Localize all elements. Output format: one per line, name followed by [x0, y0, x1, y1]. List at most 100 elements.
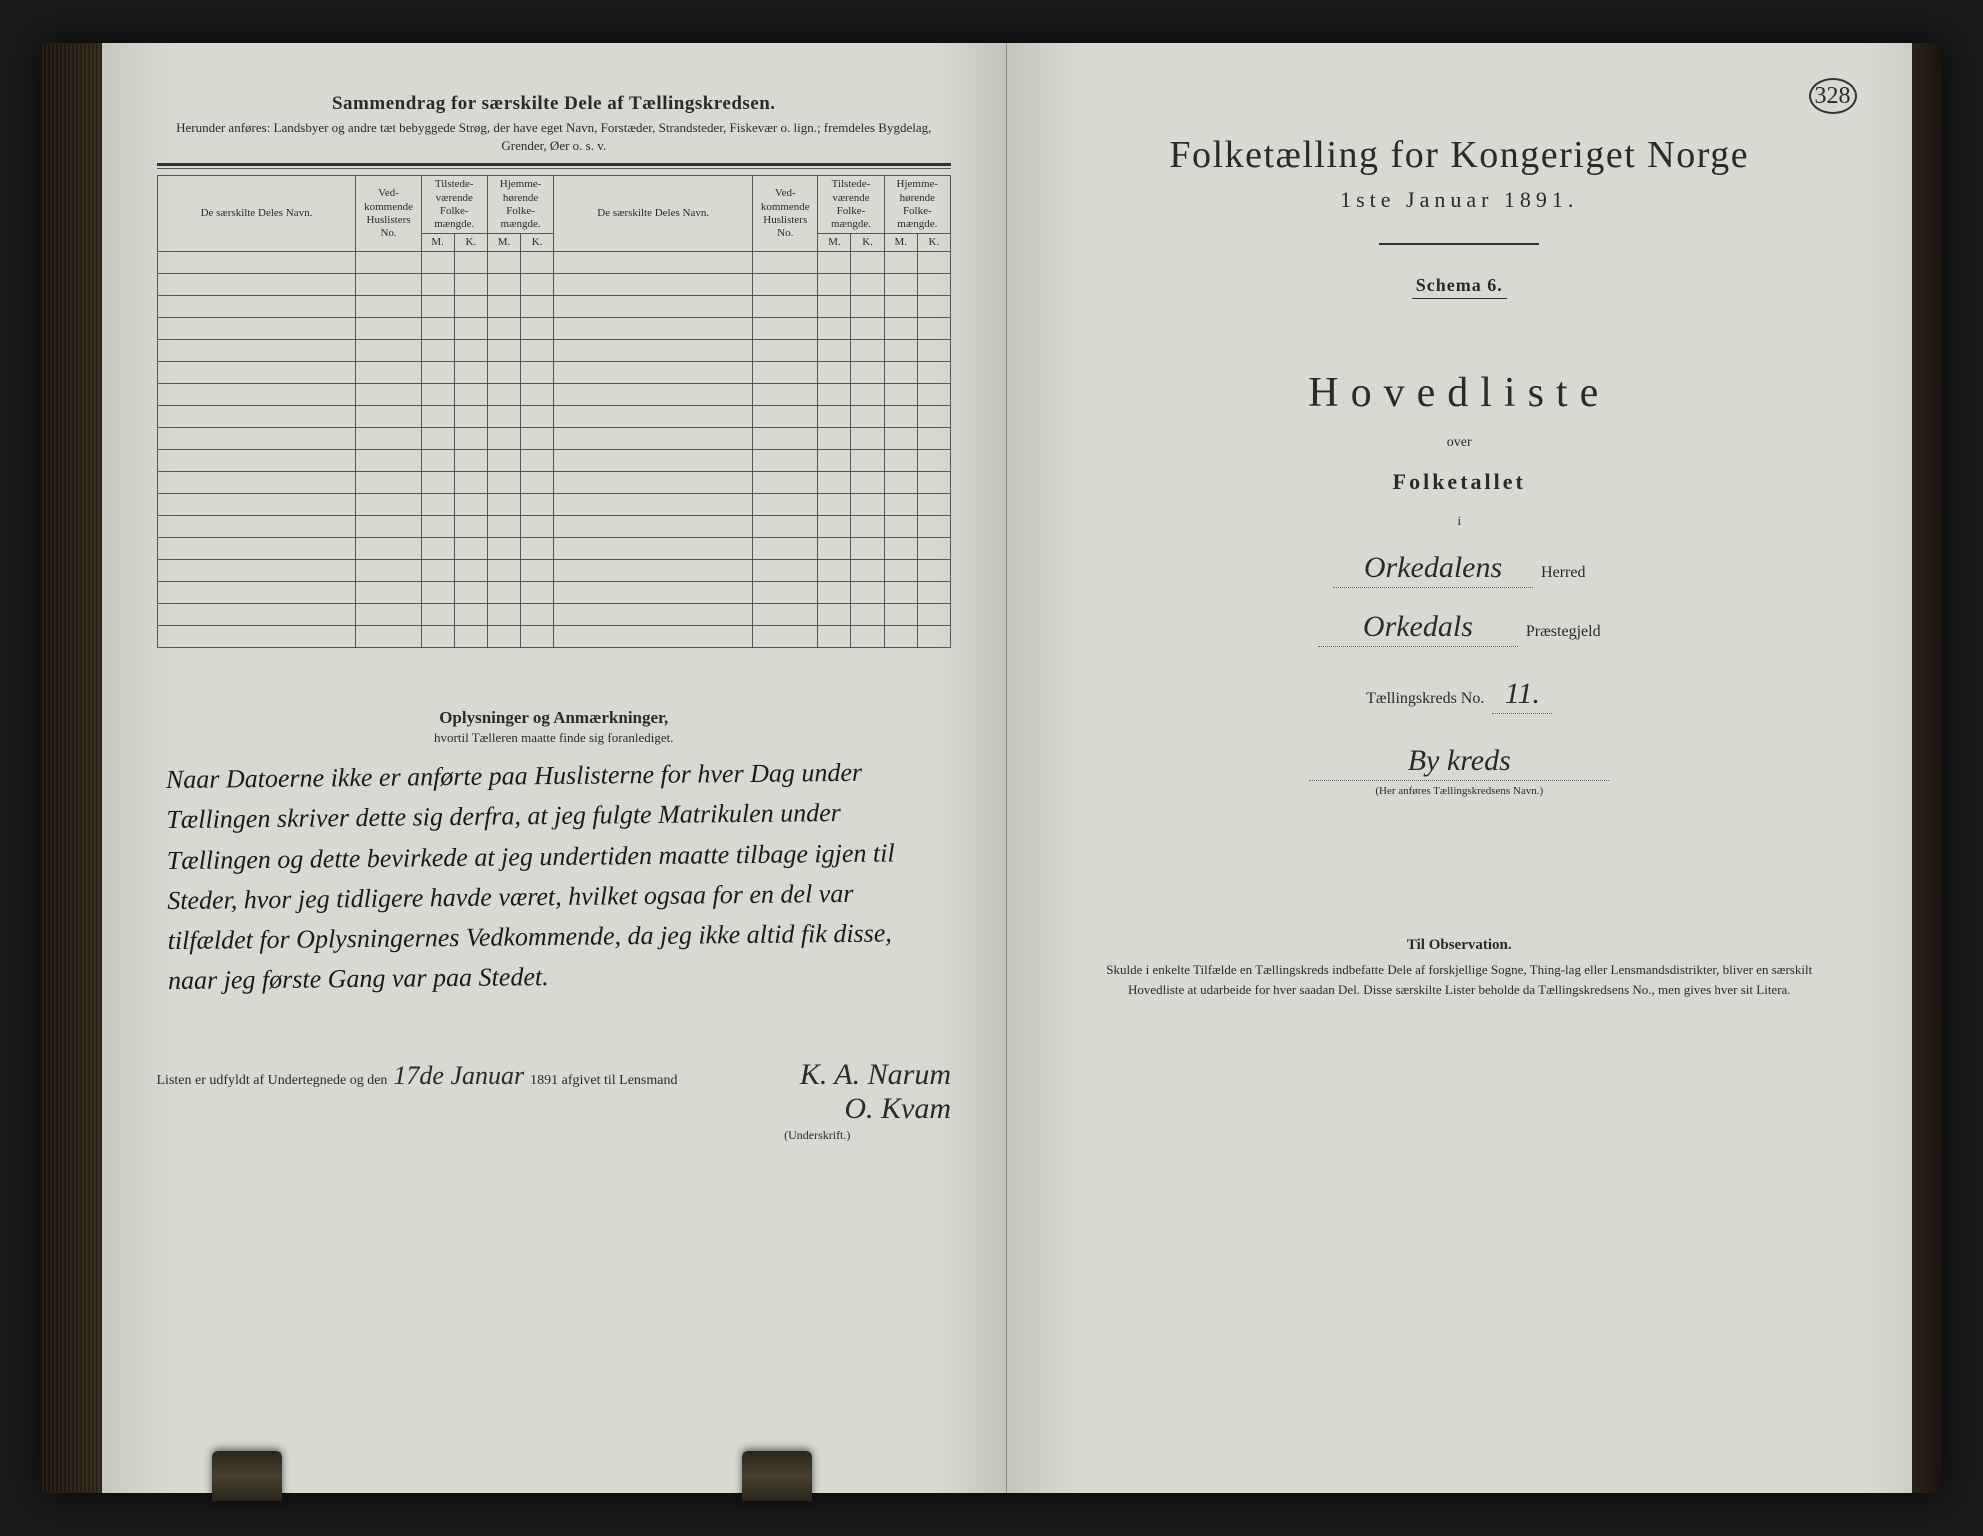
- table-cell: [356, 406, 421, 428]
- table-cell: [917, 560, 950, 582]
- table-cell: [851, 428, 884, 450]
- table-cell: [356, 538, 421, 560]
- sig-year: 1891 afgivet til Lensmand: [530, 1073, 677, 1089]
- table-cell: [356, 450, 421, 472]
- kreds-name-line: By kreds: [1062, 744, 1857, 781]
- table-cell: [521, 472, 554, 494]
- table-cell: [851, 318, 884, 340]
- remarks-subtitle: hvortil Tælleren maatte finde sig foranl…: [157, 730, 952, 746]
- table-cell: [454, 274, 487, 296]
- table-cell: [421, 472, 454, 494]
- table-cell: [753, 604, 818, 626]
- table-cell: [884, 450, 917, 472]
- table-cell: [487, 538, 520, 560]
- table-cell: [356, 626, 421, 648]
- table-cell: [851, 252, 884, 274]
- table-body: [157, 252, 951, 648]
- folketallet-label: Folketallet: [1062, 469, 1857, 495]
- signature-block: K. A. Narum O. Kvam (Underskrift.): [683, 1058, 951, 1143]
- table-cell: [851, 384, 884, 406]
- table-cell: [851, 494, 884, 516]
- remarks-title: Oplysninger og Anmærkninger,: [157, 708, 952, 728]
- table-cell: [521, 604, 554, 626]
- table-cell: [454, 494, 487, 516]
- table-cell: [884, 538, 917, 560]
- col-m: M.: [818, 234, 851, 252]
- table-cell: [917, 406, 950, 428]
- page-number: 328: [1809, 78, 1857, 114]
- col-m: M.: [421, 234, 454, 252]
- praeste-value: Orkedals: [1318, 610, 1518, 647]
- table-cell: [521, 560, 554, 582]
- table-cell: [917, 472, 950, 494]
- table-cell: [356, 582, 421, 604]
- table-cell: [818, 428, 851, 450]
- table-cell: [884, 560, 917, 582]
- i-label: i: [1062, 513, 1857, 529]
- table-cell: [554, 626, 753, 648]
- table-cell: [818, 406, 851, 428]
- table-cell: [818, 252, 851, 274]
- kreds-note: (Her anføres Tællingskredsens Navn.): [1062, 785, 1857, 797]
- left-page-header: Sammendrag for særskilte Dele af Tælling…: [157, 93, 952, 155]
- col-m: M.: [487, 234, 520, 252]
- table-cell: [554, 428, 753, 450]
- table-cell: [356, 296, 421, 318]
- table-cell: [521, 362, 554, 384]
- table-cell: [851, 472, 884, 494]
- signature-2: O. Kvam: [683, 1092, 951, 1126]
- table-cell: [753, 384, 818, 406]
- table-cell: [753, 472, 818, 494]
- table-cell: [356, 472, 421, 494]
- table-row: [157, 472, 951, 494]
- table-row: [157, 274, 951, 296]
- table-cell: [554, 472, 753, 494]
- table-cell: [356, 428, 421, 450]
- observation-text: Skulde i enkelte Tilfælde en Tællingskre…: [1062, 960, 1857, 999]
- table-cell: [454, 362, 487, 384]
- signature-section: Listen er udfyldt af Undertegnede og den…: [157, 1058, 952, 1143]
- col-names-2: De særskilte Deles Navn.: [554, 176, 753, 252]
- col-vedk-2: Ved-kommende Huslisters No.: [753, 176, 818, 252]
- table-cell: [487, 516, 520, 538]
- table-cell: [554, 582, 753, 604]
- table-cell: [753, 494, 818, 516]
- table-cell: [454, 428, 487, 450]
- col-k: K.: [454, 234, 487, 252]
- kreds-name: By kreds: [1309, 744, 1609, 781]
- table-cell: [157, 626, 356, 648]
- table-cell: [521, 428, 554, 450]
- handwritten-remarks: Naar Datoerne ikke er anførte paa Huslis…: [155, 752, 952, 1002]
- table-cell: [421, 516, 454, 538]
- table-cell: [917, 494, 950, 516]
- table-cell: [454, 296, 487, 318]
- table-cell: [753, 560, 818, 582]
- table-cell: [421, 428, 454, 450]
- col-hjem: Hjemme-hørende Folke-mængde.: [487, 176, 553, 234]
- table-cell: [454, 384, 487, 406]
- table-cell: [157, 538, 356, 560]
- table-cell: [487, 384, 520, 406]
- table-cell: [884, 252, 917, 274]
- table-cell: [157, 560, 356, 582]
- table-row: [157, 340, 951, 362]
- table-cell: [521, 274, 554, 296]
- table-cell: [356, 494, 421, 516]
- table-cell: [454, 318, 487, 340]
- table-cell: [818, 494, 851, 516]
- table-row: [157, 494, 951, 516]
- table-cell: [917, 318, 950, 340]
- table-cell: [753, 296, 818, 318]
- table-row: [157, 318, 951, 340]
- table-cell: [917, 516, 950, 538]
- table-cell: [454, 582, 487, 604]
- table-cell: [421, 582, 454, 604]
- table-cell: [818, 604, 851, 626]
- book-clip: [212, 1451, 282, 1501]
- table-cell: [884, 472, 917, 494]
- table-row: [157, 362, 951, 384]
- table-cell: [884, 582, 917, 604]
- table-cell: [917, 296, 950, 318]
- table-cell: [421, 384, 454, 406]
- table-cell: [753, 626, 818, 648]
